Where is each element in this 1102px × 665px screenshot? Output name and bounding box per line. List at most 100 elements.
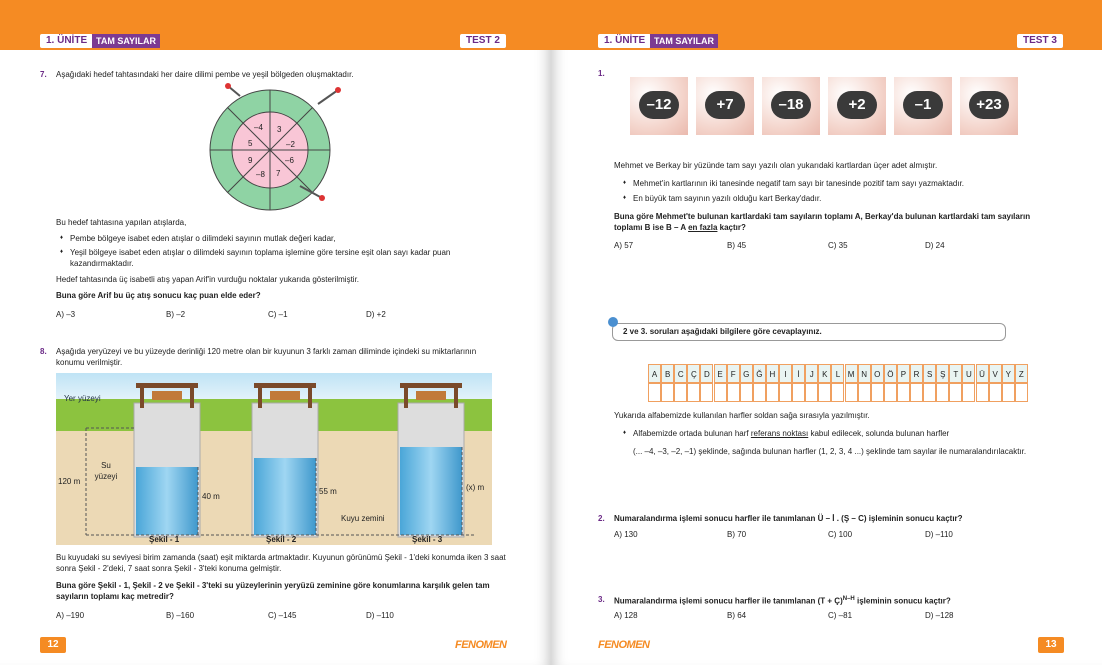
card-value: +2 xyxy=(837,91,877,119)
paragraph: Bu hedef tahtasına yapılan atışlarda, xyxy=(56,218,187,227)
number-card: +2 xyxy=(828,77,886,135)
info-icon xyxy=(608,317,618,327)
empty-cell xyxy=(818,383,832,402)
question-number: 3. xyxy=(598,595,605,604)
empty-cell xyxy=(1014,383,1028,402)
letter-cell: J xyxy=(805,364,819,383)
letter-cell: K xyxy=(818,364,832,383)
empty-cell xyxy=(1001,383,1015,402)
letter-cell: F xyxy=(726,364,740,383)
question: Buna göre Şekil - 1, Şekil - 2 ve Şekil … xyxy=(56,581,490,601)
letter-cell: L xyxy=(831,364,845,383)
unit-label: 1. ÜNİTE xyxy=(598,34,652,48)
empty-cell xyxy=(896,383,910,402)
answer-option: A) 57 xyxy=(614,241,634,250)
question: Numaralandırma işlemi sonucu harfler ile… xyxy=(614,594,1054,607)
board-number: –6 xyxy=(285,156,294,165)
letter-cell: Z xyxy=(1014,364,1028,383)
figure-label: (x) m xyxy=(466,483,485,492)
bullet-text: kabul edilecek, solunda bulunan harfler xyxy=(808,429,950,438)
empty-cell xyxy=(949,383,963,402)
answer-option: A) –190 xyxy=(56,611,85,620)
bullet: Mehmet'in kartlarının iki tanesinde nega… xyxy=(623,178,1053,189)
empty-cell xyxy=(726,383,740,402)
question-number: 1. xyxy=(598,69,605,78)
question-number: 7. xyxy=(40,70,47,79)
question-intro: Aşağıdaki hedef tahtasındaki her daire d… xyxy=(56,70,354,79)
test-label: TEST 2 xyxy=(460,34,506,48)
paragraph: Bu kuyudaki su seviyesi birim zamanda (s… xyxy=(56,553,506,573)
letter-cell: Ğ xyxy=(752,364,766,383)
letter-cell: R xyxy=(910,364,924,383)
empty-cell xyxy=(831,383,845,402)
number-card: +7 xyxy=(696,77,754,135)
empty-cell xyxy=(713,383,727,402)
paragraph: Mehmet ve Berkay bir yüzünde tam sayı ya… xyxy=(614,161,938,170)
answer-option: D) –110 xyxy=(925,530,953,539)
letter-cell: G xyxy=(739,364,753,383)
left-page: 1. ÜNİTE TAM SAYILAR TEST 2 7. Aşağıdaki… xyxy=(0,0,551,665)
empty-cell xyxy=(844,383,858,402)
emphasis: en fazla xyxy=(688,223,718,232)
paragraph: (... –4, –3, –2, –1) şeklinde, sağında b… xyxy=(633,447,1027,456)
unit-label: 1. ÜNİTE xyxy=(40,34,94,48)
figure-label: Yer yüzeyi xyxy=(64,394,101,403)
exponent: N–H xyxy=(842,596,855,602)
figure-caption: Şekil - 2 xyxy=(266,535,297,544)
letter-cell: B xyxy=(661,364,675,383)
board-number: –4 xyxy=(254,123,263,132)
letter-cell: S xyxy=(923,364,937,383)
letter-cell: A xyxy=(648,364,662,383)
page-number: 12 xyxy=(40,637,66,653)
figure-label: Kuyu zemini xyxy=(341,514,385,523)
empty-cell xyxy=(648,383,662,402)
figure-label: 120 m xyxy=(58,477,81,486)
empty-cell xyxy=(674,383,688,402)
answer-option: C) –81 xyxy=(828,611,853,620)
answer-option: B) –160 xyxy=(166,611,195,620)
topic-label: TAM SAYILAR xyxy=(92,34,161,48)
letter-cell: I xyxy=(779,364,793,383)
question-number: 2. xyxy=(598,514,605,523)
letter-cell: Ç xyxy=(687,364,701,383)
dartboard xyxy=(209,83,341,211)
answer-option: D) –128 xyxy=(925,611,954,620)
answer-option: D) 24 xyxy=(925,241,945,250)
bullet-text: Alfabemizde ortada bulunan harf xyxy=(633,429,751,438)
empty-cell xyxy=(923,383,937,402)
card-value: –18 xyxy=(771,91,811,119)
bullet: Alfabemizde ortada bulunan harf referans… xyxy=(623,428,1053,439)
board-number: 7 xyxy=(276,169,281,178)
empty-cell xyxy=(988,383,1002,402)
letter-cell: U xyxy=(962,364,976,383)
figure-caption: Şekil - 3 xyxy=(412,535,443,544)
letter-cell: M xyxy=(844,364,858,383)
empty-cell xyxy=(910,383,924,402)
answer-option: A) 130 xyxy=(614,530,638,539)
well-figure xyxy=(56,373,492,545)
emphasis: referans noktası xyxy=(750,429,809,438)
board-number: 3 xyxy=(277,125,282,134)
number-card: –12 xyxy=(630,77,688,135)
card-value: –12 xyxy=(639,91,679,119)
empty-cell xyxy=(792,383,806,402)
info-box: 2 ve 3. soruları aşağıdaki bilgilere gör… xyxy=(612,323,1006,341)
number-card: –1 xyxy=(894,77,952,135)
letter-cell: C xyxy=(674,364,688,383)
question: Buna göre Arif bu üç atış sonucu kaç pua… xyxy=(56,291,261,300)
number-card: +23 xyxy=(960,77,1018,135)
question-number: 8. xyxy=(40,347,47,356)
letter-cell: H xyxy=(765,364,779,383)
board-number: 9 xyxy=(248,156,253,165)
question-text: kaçtır? xyxy=(717,223,746,232)
answer-option: C) –1 xyxy=(268,310,288,319)
answer-option: D) –110 xyxy=(366,611,394,620)
empty-cell xyxy=(739,383,753,402)
paragraph: Yukarıda alfabemizde kullanılan harfler … xyxy=(614,411,870,420)
letter-cell: Ö xyxy=(883,364,897,383)
letter-cell: N xyxy=(857,364,871,383)
letter-cell: D xyxy=(700,364,714,383)
empty-cell xyxy=(883,383,897,402)
answer-option: D) +2 xyxy=(366,310,386,319)
right-page: 1. ÜNİTE TAM SAYILAR TEST 3 1. –12 +7 –18 +… xyxy=(551,0,1102,665)
